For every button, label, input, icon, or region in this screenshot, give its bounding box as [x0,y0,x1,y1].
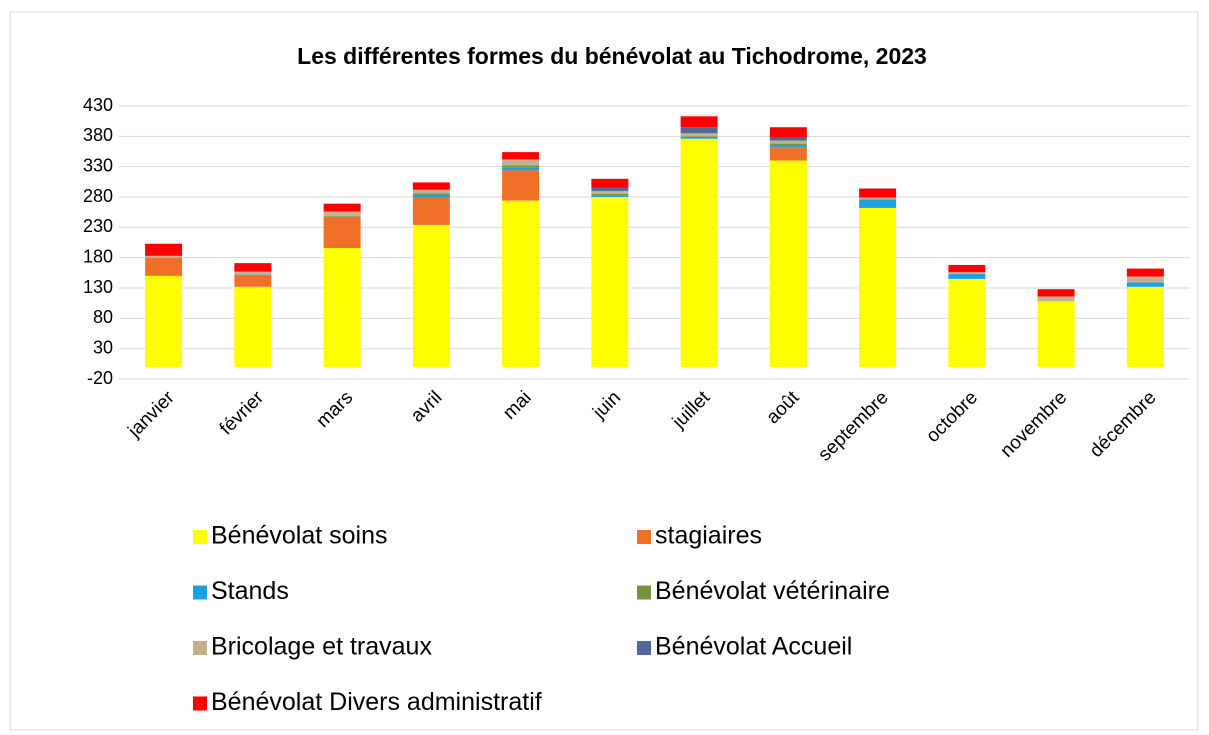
bar-segment [1126,268,1164,277]
bar-segment [680,133,718,137]
chart-border [9,11,1199,731]
bar-segment [412,193,450,195]
bar-segment [680,127,718,134]
y-tick-label: 230 [83,216,113,236]
legend-label: Stands [211,577,289,605]
chart-title: Les différentes formes du bénévolat au T… [297,43,927,69]
bar-segment [234,286,272,367]
bar-segment [145,275,183,367]
bar-segment [948,272,986,275]
y-tick-label: 380 [83,125,113,145]
bar-segment [145,255,183,258]
bar-segment [1037,289,1075,297]
bar-segment [948,274,986,279]
bar-segment [234,275,272,287]
legend-label: Bricolage et travaux [211,633,432,661]
bar-segment [145,257,183,276]
bar-segment [769,127,807,138]
bar-segment [502,200,540,367]
legend-swatch [193,530,207,544]
bar-segment [769,143,807,146]
bar-segment [323,217,361,248]
bar-segment [591,190,629,194]
bar-segment [591,193,629,196]
bar-segment [680,137,718,139]
bar-segment [502,152,540,160]
bar-segment [591,195,629,197]
y-tick-label: 330 [83,155,113,175]
y-tick-label: 30 [93,337,113,357]
bar-segment [234,274,272,276]
bar-segment [859,199,897,208]
legend-swatch [637,530,651,544]
legend-swatch [637,641,651,655]
legend-swatch [193,585,207,600]
bar-segment [769,140,807,144]
bar-segment [502,165,540,168]
bar-segment [948,278,986,367]
bar-segment [591,187,629,191]
legend-swatch [637,585,651,600]
bar-segment [502,159,540,166]
bar-segment [412,189,450,194]
bar-segment [323,211,361,217]
bar-segment [412,194,450,198]
bar-segment [145,243,183,256]
bar-segment [680,116,718,128]
bar-segment [859,197,897,200]
bar-segment [323,203,361,212]
bar-segment [591,197,629,367]
bar-segment [948,264,986,273]
y-tick-label: 130 [83,277,113,297]
bar-segment [412,224,450,367]
bar-segment [1037,296,1075,302]
legend-swatch [193,641,207,655]
y-tick-label: 280 [83,186,113,206]
bar-segment [680,138,718,367]
bar-segment [769,147,807,161]
bar-segment [1126,282,1164,287]
bar-segment [502,170,540,201]
bar-segment [323,216,361,218]
bar-segment [591,178,629,188]
bar-segment [769,160,807,367]
bar-segment [502,167,540,171]
legend-label: Bénévolat Accueil [655,633,852,661]
legend-label: stagiaires [655,522,762,550]
bar-segment [1037,301,1075,367]
bar-segment [412,197,450,225]
y-tick-label: 180 [83,246,113,266]
y-tick-label: 430 [83,95,113,115]
legend-label: Bénévolat Divers administratif [211,688,542,716]
bar-segment [323,247,361,367]
y-tick-label: 80 [93,307,113,327]
bar-segment [859,207,897,367]
bar-segment [412,182,450,190]
bar-segment [769,137,807,141]
y-tick-label: -20 [87,368,113,388]
bar-segment [234,263,272,272]
legend-label: Bénévolat vétérinaire [655,577,890,605]
legend-label: Bénévolat soins [211,522,388,550]
bar-segment [859,188,897,198]
bar-segment [1126,286,1164,367]
bar-segment [234,271,272,275]
bar-segment [1126,276,1164,283]
bar-segment [769,145,807,148]
bar-segment [680,136,718,138]
legend-swatch [193,696,207,711]
